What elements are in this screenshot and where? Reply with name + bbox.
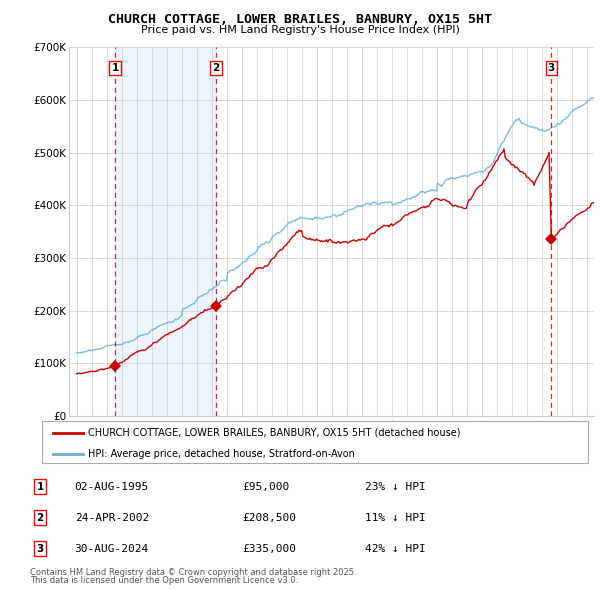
Text: 3: 3 [37,544,44,554]
Text: 23% ↓ HPI: 23% ↓ HPI [365,481,425,491]
Text: 24-APR-2002: 24-APR-2002 [74,513,149,523]
Text: CHURCH COTTAGE, LOWER BRAILES, BANBURY, OX15 5HT (detached house): CHURCH COTTAGE, LOWER BRAILES, BANBURY, … [88,428,461,438]
Text: £208,500: £208,500 [242,513,296,523]
Text: 2: 2 [37,513,44,523]
Text: £335,000: £335,000 [242,544,296,554]
Text: Price paid vs. HM Land Registry's House Price Index (HPI): Price paid vs. HM Land Registry's House … [140,25,460,35]
Text: 11% ↓ HPI: 11% ↓ HPI [365,513,425,523]
Text: Contains HM Land Registry data © Crown copyright and database right 2025.: Contains HM Land Registry data © Crown c… [30,568,356,577]
Text: This data is licensed under the Open Government Licence v3.0.: This data is licensed under the Open Gov… [30,576,298,585]
Text: 02-AUG-1995: 02-AUG-1995 [74,481,149,491]
Text: CHURCH COTTAGE, LOWER BRAILES, BANBURY, OX15 5HT: CHURCH COTTAGE, LOWER BRAILES, BANBURY, … [108,13,492,26]
Text: £95,000: £95,000 [242,481,289,491]
Text: 30-AUG-2024: 30-AUG-2024 [74,544,149,554]
Text: HPI: Average price, detached house, Stratford-on-Avon: HPI: Average price, detached house, Stra… [88,449,355,459]
Text: 42% ↓ HPI: 42% ↓ HPI [365,544,425,554]
Text: 1: 1 [112,63,119,73]
Text: 1: 1 [37,481,44,491]
Text: 3: 3 [548,63,555,73]
Text: 2: 2 [212,63,220,73]
Bar [115,47,216,416]
